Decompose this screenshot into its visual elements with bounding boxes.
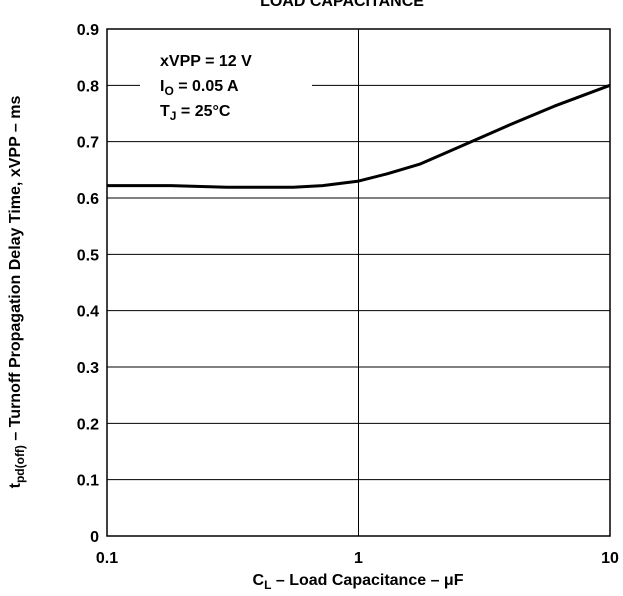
condition-label: xVPP = 12 V	[160, 53, 252, 70]
y-tick-label: 0.7	[77, 135, 99, 152]
conditions-text: xVPP = 12 V IO = 0.05 A TJ = 25°C	[160, 53, 252, 123]
condition-label: IO = 0.05 A	[160, 78, 239, 98]
series-line	[107, 83, 611, 189]
x-tick-label: 0.1	[96, 550, 118, 567]
conditions-box	[140, 37, 312, 137]
y-tick-label: 0	[90, 529, 99, 546]
series-layer	[107, 83, 611, 189]
plot-frame	[106, 28, 611, 537]
chart-title: LOAD CAPACITANCE	[260, 0, 424, 10]
condition-label: TJ = 25°C	[160, 103, 231, 123]
y-tick-label: 0.1	[77, 473, 99, 490]
y-tick-label: 0.9	[77, 22, 99, 39]
x-axis-title-main: C	[253, 572, 265, 589]
x-tick-label: 10	[601, 550, 619, 567]
y-tick-label: 0.2	[77, 416, 99, 433]
y-tick-labels: 0 0.1 0.2 0.3 0.4 0.5 0.6 0.7 0.8 0.9	[77, 22, 99, 546]
y-axis-title-sub: pd(off)	[13, 445, 27, 483]
x-tick-labels: 0.1 1 10	[96, 550, 619, 567]
y-tick-label: 0.4	[77, 304, 99, 321]
x-tick-label: 1	[354, 550, 363, 567]
y-tick-label: 0.5	[77, 247, 99, 264]
y-tick-label: 0.8	[77, 78, 99, 95]
y-axis-title: tpd(off) – Turnoff Propagation Delay Tim…	[7, 96, 27, 489]
x-axis-title-sub: L	[264, 578, 271, 592]
x-axis-title-rest: – Load Capacitance – μF	[271, 572, 463, 589]
y-axis-title-rest: – Turnoff Propagation Delay Time, xVPP –…	[7, 96, 24, 446]
y-tick-label: 0.3	[77, 360, 99, 377]
x-axis-title: CL – Load Capacitance – μF	[253, 572, 464, 592]
y-axis-title-main: t	[7, 482, 24, 488]
y-tick-label: 0.6	[77, 191, 99, 208]
